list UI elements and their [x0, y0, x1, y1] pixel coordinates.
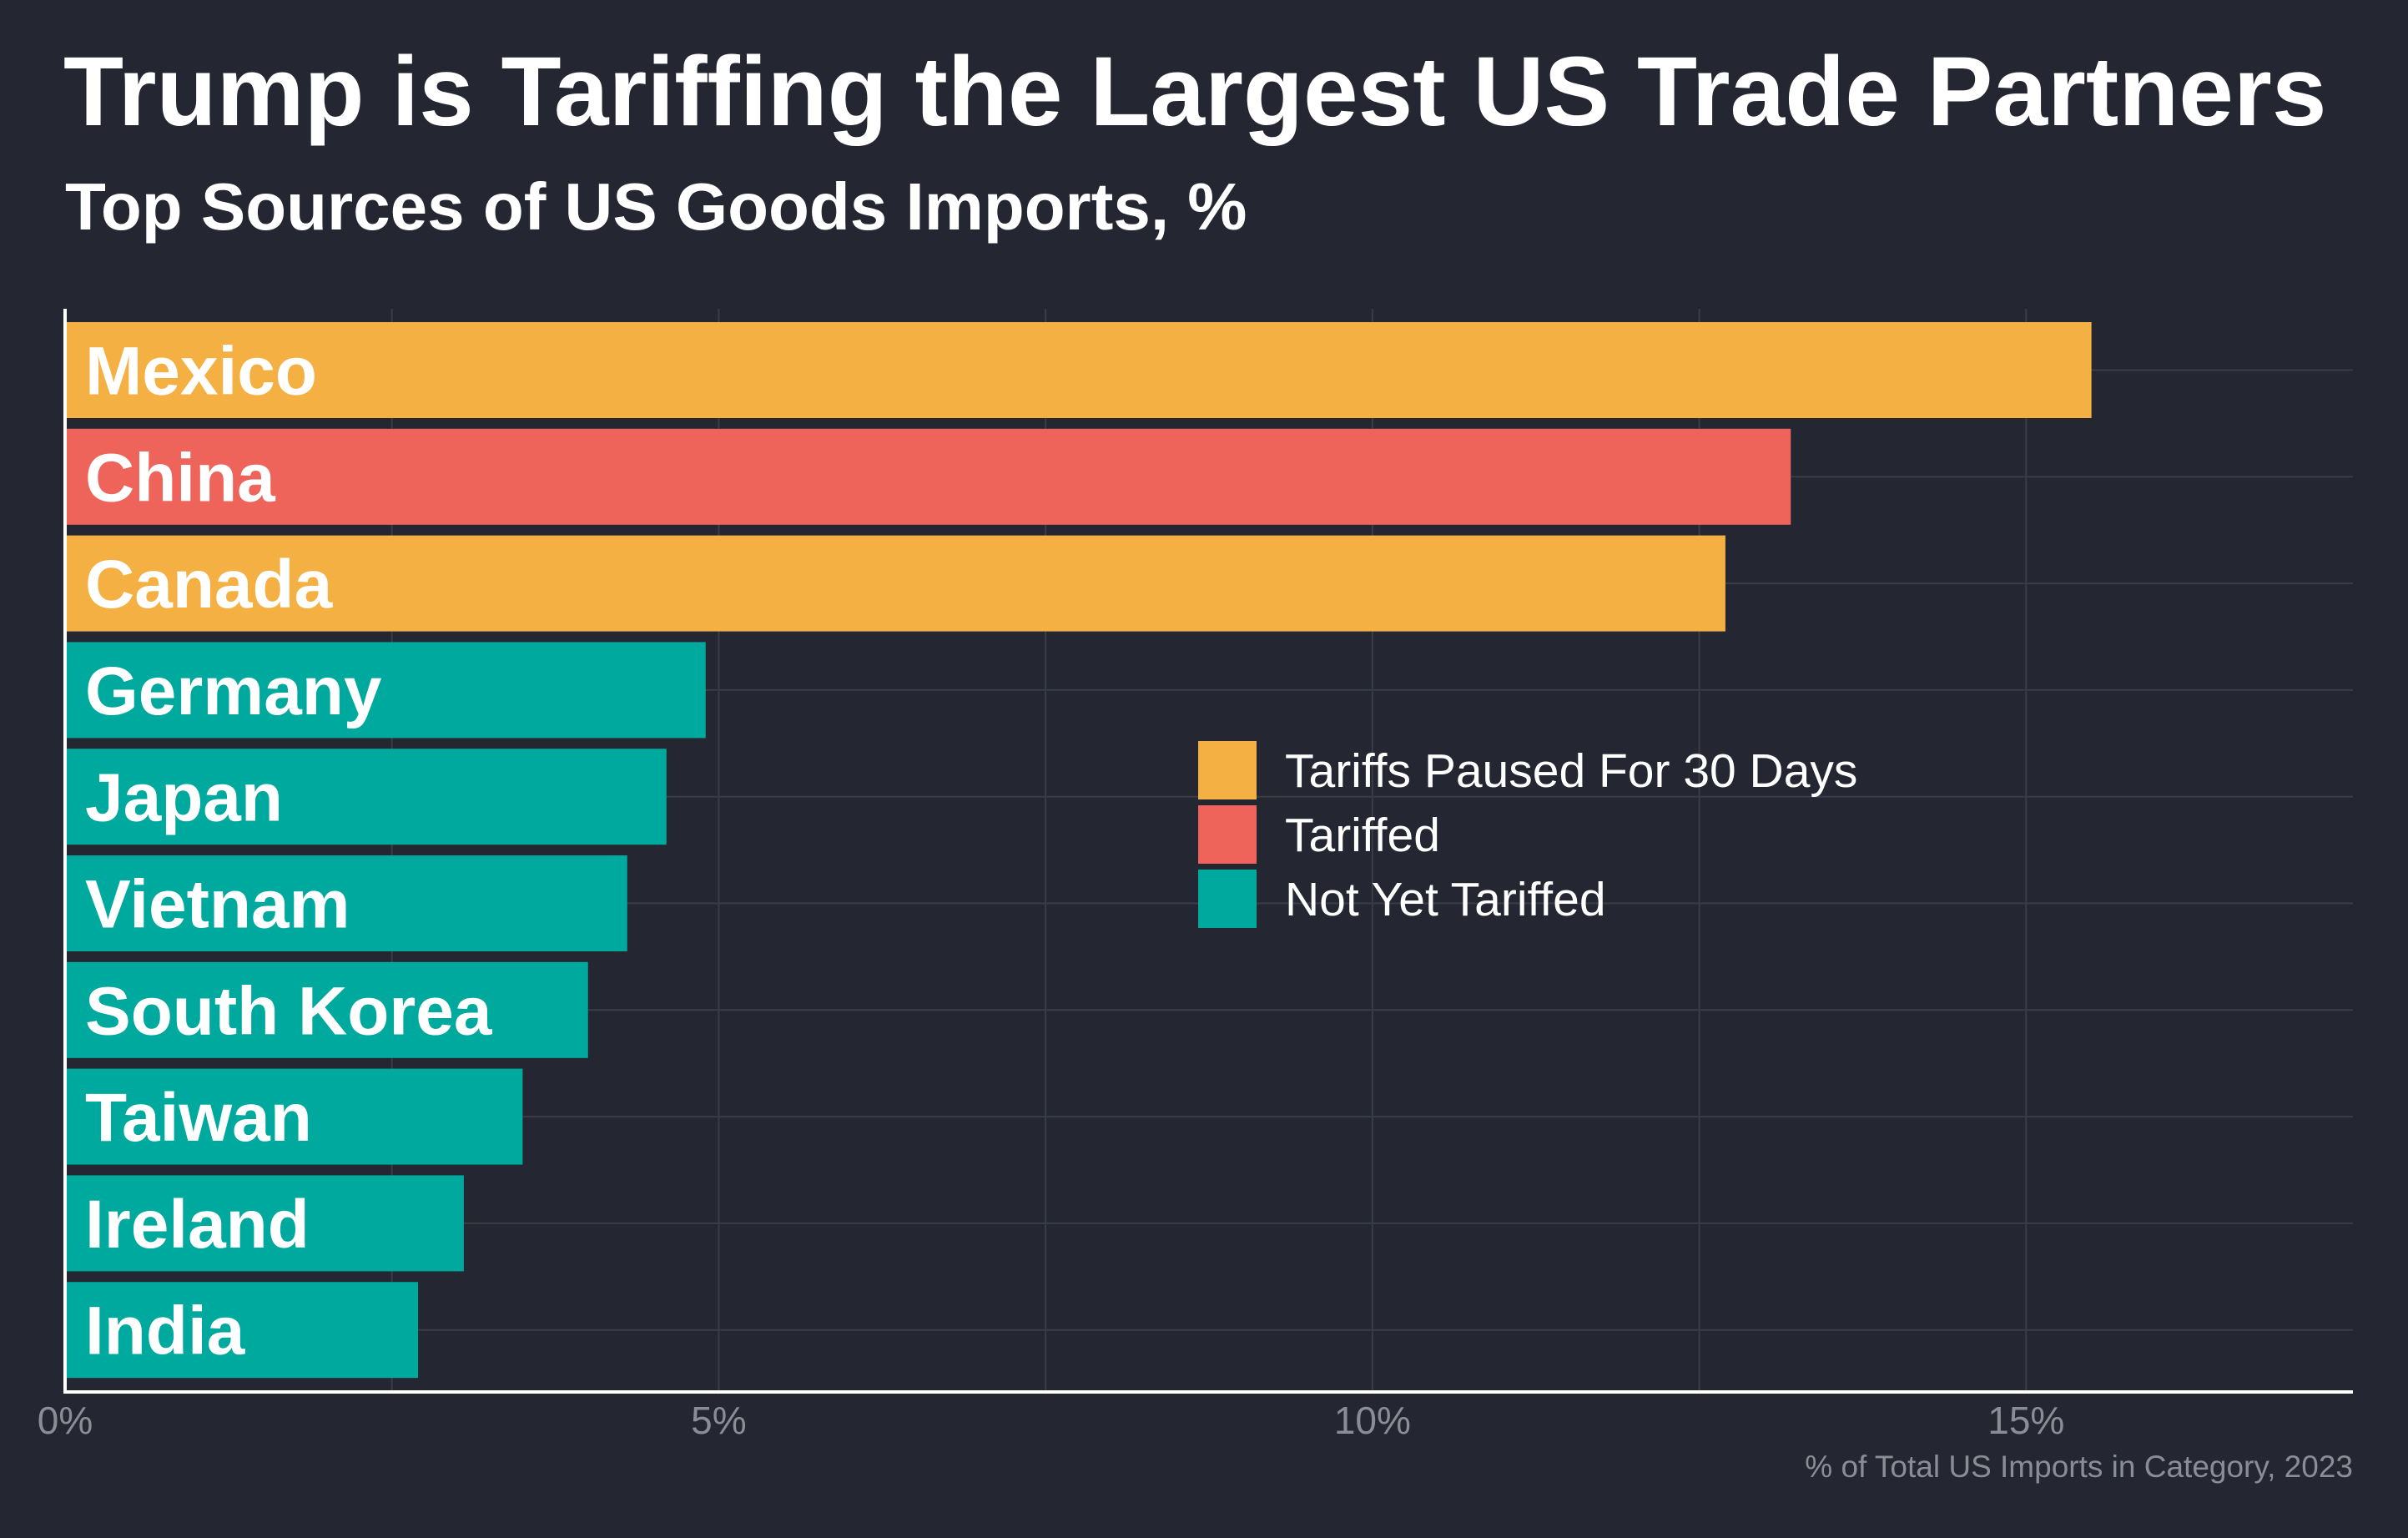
bar-label: Ireland	[85, 1187, 310, 1263]
bar-label: Mexico	[85, 334, 317, 410]
chart-title: Trump is Tariffing the Largest US Trade …	[63, 37, 2327, 147]
x-tick-label: 10%	[1334, 1399, 1411, 1442]
bars: Mexico China Canada Germany Japan Vietnam Sout…	[65, 322, 2092, 1379]
legend-swatch-paused	[1198, 741, 1257, 799]
bar-label: China	[85, 440, 276, 516]
axes: 0% 5% 10% 15%	[38, 309, 2353, 1442]
bar-label: Canada	[85, 547, 334, 623]
bar-china	[65, 428, 1791, 525]
bar-label: South Korea	[85, 973, 493, 1049]
bar-label: Japan	[85, 760, 283, 836]
bar-label: India	[85, 1293, 246, 1369]
legend: Tariffs Paused For 30 Days Tariffed Not Ye…	[1198, 741, 1857, 928]
bar-india	[65, 1282, 419, 1379]
bar-mexico	[65, 322, 2092, 418]
x-tick-label: 15%	[1987, 1399, 2064, 1442]
legend-label: Not Yet Tariffed	[1285, 873, 1606, 926]
bar-label: Germany	[85, 653, 382, 729]
x-tick-label: 5%	[691, 1399, 746, 1442]
bar-japan	[65, 749, 667, 845]
chart-subtitle: Top Sources of US Goods Imports, %	[65, 169, 1247, 244]
bar-label: Taiwan	[85, 1080, 312, 1156]
legend-label: Tariffs Paused For 30 Days	[1285, 744, 1857, 798]
bar-ireland	[65, 1175, 464, 1272]
bar-vietnam	[65, 855, 627, 951]
legend-label: Tariffed	[1285, 809, 1440, 862]
bar-canada	[65, 535, 1725, 632]
bar-germany	[65, 642, 706, 739]
x-axis-caption: % of Total US Imports in Category, 2023	[1805, 1450, 2353, 1484]
bar-label: Vietnam	[85, 867, 350, 943]
bar-south-korea	[65, 961, 588, 1058]
x-tick-label: 0%	[38, 1399, 93, 1442]
legend-swatch-tariffed	[1198, 805, 1257, 864]
legend-swatch-not-tariffed	[1198, 870, 1257, 928]
bar-taiwan	[65, 1068, 523, 1165]
